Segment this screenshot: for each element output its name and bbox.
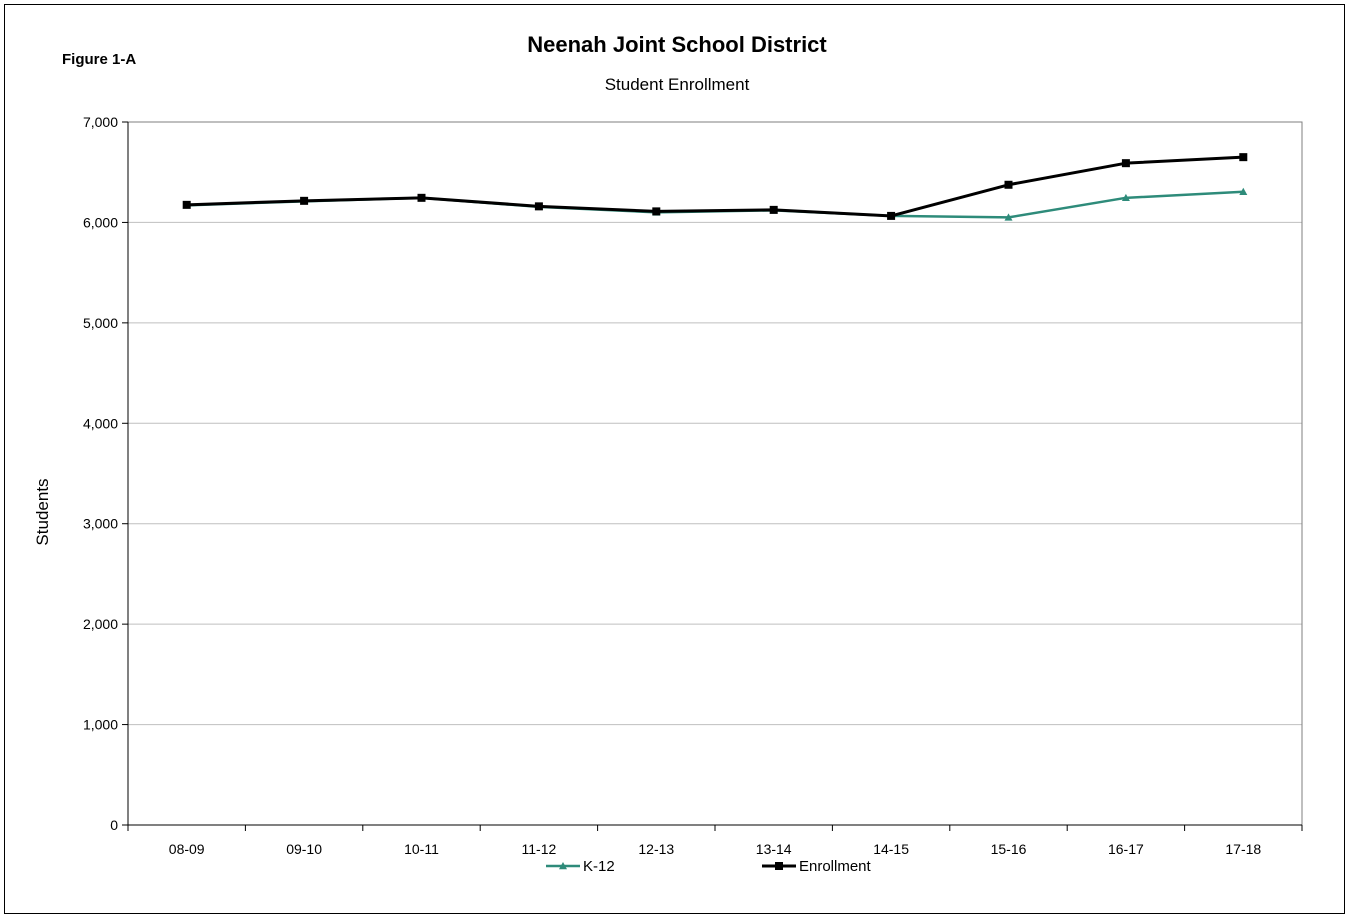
data-point-enrollment [769,205,778,214]
x-tick-label: 15-16 [991,841,1027,857]
legend-label-enrollment: Enrollment [799,858,872,875]
data-point-enrollment [534,202,543,211]
data-point-enrollment [300,196,309,205]
x-tick-label: 16-17 [1108,841,1144,857]
legend-marker-enrollment [775,862,783,870]
chart-subtitle: Student Enrollment [605,75,750,94]
y-axis-title: Students [33,478,52,545]
x-tick-label: 10-11 [404,841,439,857]
y-tick-label: 6,000 [83,214,118,230]
y-tick-label: 5,000 [83,315,118,331]
x-tick-label: 14-15 [873,841,909,857]
data-point-enrollment [1004,180,1013,189]
data-point-enrollment [652,207,661,216]
plot-area [127,121,1303,826]
y-tick-label: 2,000 [83,616,118,632]
chart-title: Neenah Joint School District [527,32,827,57]
y-tick-label: 7,000 [83,114,118,130]
chart-frame [4,4,1345,914]
series-layer [182,153,1248,221]
data-point-enrollment [887,211,896,220]
y-tick-label: 1,000 [83,717,118,733]
legend-item-k-12: K-12 [546,858,615,875]
x-tick-label: 09-10 [286,841,322,857]
data-point-enrollment [417,193,426,202]
y-tick-label: 3,000 [83,516,118,532]
data-point-k-12 [1239,187,1248,195]
x-tick-label: 11-12 [522,841,557,857]
x-tick-label: 17-18 [1225,841,1261,857]
data-point-k-12 [1004,213,1013,221]
axes: 0 1,000 2,000 3,000 4,000 5,000 6,000 7,000 08-0… [83,114,1303,857]
y-tick-label: 0 [110,817,118,833]
data-point-enrollment [182,200,191,209]
series-line-k-12 [186,190,1244,219]
data-point-enrollment [1239,153,1248,162]
series-line-enrollment [186,155,1244,218]
x-tick-label: 13-14 [756,841,792,857]
x-tick-label: 08-09 [169,841,205,857]
figure-label: Figure 1-A [62,51,136,68]
series-k-12 [182,187,1248,221]
legend-marker-k-12 [559,862,567,870]
series-enrollment [182,153,1248,220]
y-tick-label: 4,000 [83,415,118,431]
data-point-k-12 [1121,193,1130,202]
legend: K-12 Enrollment [546,858,872,875]
x-tick-label: 12-13 [638,841,674,857]
legend-label-k-12: K-12 [583,858,615,875]
legend-item-enrollment: Enrollment [762,858,872,875]
data-point-enrollment [1121,159,1130,168]
